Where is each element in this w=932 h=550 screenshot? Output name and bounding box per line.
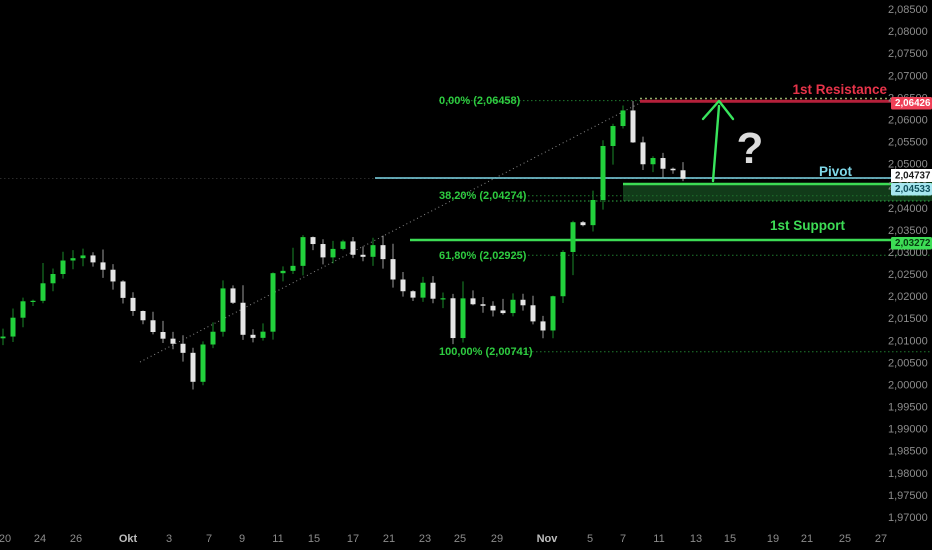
svg-text:Pivot: Pivot — [819, 164, 853, 179]
svg-text:23: 23 — [419, 533, 431, 545]
svg-text:9: 9 — [239, 533, 245, 545]
svg-text:7: 7 — [620, 533, 626, 545]
svg-text:2,04533: 2,04533 — [895, 184, 931, 195]
svg-text:2,08500: 2,08500 — [888, 4, 928, 16]
svg-text:61,80% (2,02925): 61,80% (2,02925) — [439, 250, 527, 262]
svg-text:1st Support: 1st Support — [770, 218, 846, 233]
svg-text:Okt: Okt — [119, 533, 138, 545]
svg-text:100,00% (2,00741): 100,00% (2,00741) — [439, 346, 533, 358]
svg-text:2,02000: 2,02000 — [888, 291, 928, 303]
svg-text:17: 17 — [347, 533, 359, 545]
svg-text:2,04737: 2,04737 — [895, 170, 931, 181]
svg-text:2,02500: 2,02500 — [888, 269, 928, 281]
svg-text:27: 27 — [875, 533, 887, 545]
svg-text:29: 29 — [491, 533, 503, 545]
svg-text:1,99000: 1,99000 — [888, 424, 928, 436]
svg-text:2,05000: 2,05000 — [888, 159, 928, 171]
svg-text:24: 24 — [34, 533, 46, 545]
svg-text:25: 25 — [839, 533, 851, 545]
svg-text:Nov: Nov — [537, 533, 559, 545]
svg-text:3: 3 — [166, 533, 172, 545]
svg-text:2,00500: 2,00500 — [888, 357, 928, 369]
svg-text:2,07500: 2,07500 — [888, 48, 928, 60]
svg-text:1,97000: 1,97000 — [888, 512, 928, 524]
svg-text:2,01000: 2,01000 — [888, 335, 928, 347]
svg-text:19: 19 — [767, 533, 779, 545]
svg-text:2,00000: 2,00000 — [888, 380, 928, 392]
svg-text:2,05500: 2,05500 — [888, 137, 928, 149]
svg-text:1,98500: 1,98500 — [888, 446, 928, 458]
svg-text:26: 26 — [70, 533, 82, 545]
svg-text:7: 7 — [206, 533, 212, 545]
svg-text:13: 13 — [690, 533, 702, 545]
svg-text:2,03500: 2,03500 — [888, 225, 928, 237]
svg-text:15: 15 — [724, 533, 736, 545]
svg-text:2,06000: 2,06000 — [888, 114, 928, 126]
svg-text:2,01500: 2,01500 — [888, 313, 928, 325]
svg-text:1st Resistance: 1st Resistance — [792, 82, 887, 97]
svg-text:2,03272: 2,03272 — [895, 238, 931, 249]
svg-text:11: 11 — [272, 533, 283, 545]
svg-text:15: 15 — [308, 533, 320, 545]
svg-text:0,00% (2,06458): 0,00% (2,06458) — [439, 95, 521, 107]
svg-text:5: 5 — [587, 533, 593, 545]
svg-text:2,04000: 2,04000 — [888, 203, 928, 215]
svg-text:1,99500: 1,99500 — [888, 402, 928, 414]
svg-text:2,07000: 2,07000 — [888, 70, 928, 82]
svg-text:?: ? — [737, 124, 764, 173]
svg-text:21: 21 — [383, 533, 395, 545]
svg-text:25: 25 — [454, 533, 466, 545]
svg-text:2,08000: 2,08000 — [888, 26, 928, 38]
svg-text:20: 20 — [0, 533, 11, 545]
svg-text:1,97500: 1,97500 — [888, 490, 928, 502]
svg-text:1,98000: 1,98000 — [888, 468, 928, 480]
svg-text:38,20% (2,04274): 38,20% (2,04274) — [439, 190, 527, 202]
svg-text:11: 11 — [653, 533, 664, 545]
svg-text:21: 21 — [801, 533, 813, 545]
svg-text:2,06426: 2,06426 — [895, 98, 931, 109]
